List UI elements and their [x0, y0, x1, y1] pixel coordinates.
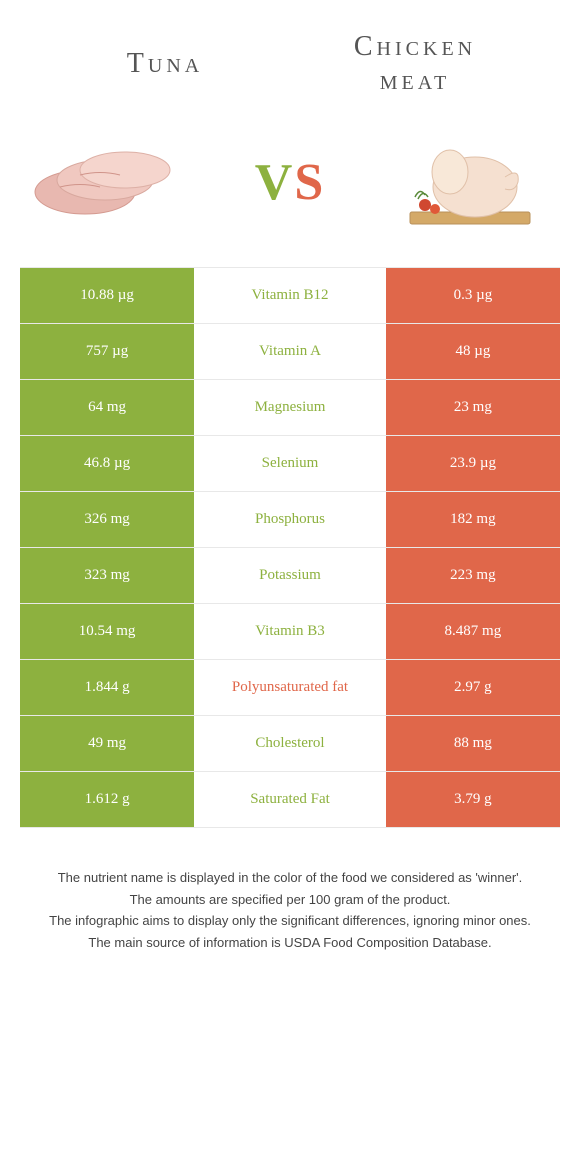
table-row: 1.612 gSaturated Fat3.79 g — [20, 772, 560, 828]
cell-nutrient-name: Saturated Fat — [194, 772, 386, 827]
cell-nutrient-name: Vitamin B3 — [194, 604, 386, 659]
images-row: VS — [0, 117, 580, 267]
cell-left-value: 323 mg — [20, 548, 194, 603]
vs-s: S — [294, 154, 325, 211]
cell-right-value: 23 mg — [386, 380, 560, 435]
cell-left-value: 10.54 mg — [20, 604, 194, 659]
tuna-image — [30, 127, 190, 237]
cell-left-value: 757 µg — [20, 324, 194, 379]
cell-right-value: 8.487 mg — [386, 604, 560, 659]
vs-label: VS — [255, 153, 325, 212]
chicken-image — [390, 127, 550, 237]
cell-nutrient-name: Vitamin B12 — [194, 268, 386, 323]
header: Tuna Chicken meat — [0, 0, 580, 117]
cell-left-value: 326 mg — [20, 492, 194, 547]
cell-right-value: 2.97 g — [386, 660, 560, 715]
cell-nutrient-name: Magnesium — [194, 380, 386, 435]
cell-left-value: 1.844 g — [20, 660, 194, 715]
table-row: 46.8 µgSelenium23.9 µg — [20, 436, 560, 492]
footnote-3: The infographic aims to display only the… — [30, 911, 550, 931]
cell-right-value: 48 µg — [386, 324, 560, 379]
cell-right-value: 23.9 µg — [386, 436, 560, 491]
cell-nutrient-name: Cholesterol — [194, 716, 386, 771]
cell-right-value: 0.3 µg — [386, 268, 560, 323]
table-row: 10.88 µgVitamin B120.3 µg — [20, 268, 560, 324]
cell-right-value: 3.79 g — [386, 772, 560, 827]
table-row: 326 mgPhosphorus182 mg — [20, 492, 560, 548]
cell-nutrient-name: Polyunsaturated fat — [194, 660, 386, 715]
chicken-icon — [390, 127, 550, 237]
footnote-2: The amounts are specified per 100 gram o… — [30, 890, 550, 910]
cell-left-value: 10.88 µg — [20, 268, 194, 323]
footnote-4: The main source of information is USDA F… — [30, 933, 550, 953]
tuna-icon — [30, 132, 190, 232]
cell-left-value: 49 mg — [20, 716, 194, 771]
cell-nutrient-name: Vitamin A — [194, 324, 386, 379]
cell-right-value: 88 mg — [386, 716, 560, 771]
title-right-line2: meat — [290, 64, 540, 98]
table-row: 757 µgVitamin A48 µg — [20, 324, 560, 380]
cell-right-value: 223 mg — [386, 548, 560, 603]
table-row: 1.844 gPolyunsaturated fat2.97 g — [20, 660, 560, 716]
table-row: 49 mgCholesterol88 mg — [20, 716, 560, 772]
table-row: 64 mgMagnesium23 mg — [20, 380, 560, 436]
title-right-line1: Chicken — [290, 30, 540, 64]
footnotes: The nutrient name is displayed in the co… — [0, 828, 580, 974]
title-left: Tuna — [40, 48, 290, 80]
nutrient-table: 10.88 µgVitamin B120.3 µg757 µgVitamin A… — [20, 267, 560, 828]
vs-v: V — [255, 154, 295, 211]
cell-nutrient-name: Selenium — [194, 436, 386, 491]
cell-right-value: 182 mg — [386, 492, 560, 547]
title-right: Chicken meat — [290, 30, 540, 97]
cell-nutrient-name: Potassium — [194, 548, 386, 603]
cell-nutrient-name: Phosphorus — [194, 492, 386, 547]
table-row: 10.54 mgVitamin B38.487 mg — [20, 604, 560, 660]
cell-left-value: 46.8 µg — [20, 436, 194, 491]
cell-left-value: 64 mg — [20, 380, 194, 435]
footnote-1: The nutrient name is displayed in the co… — [30, 868, 550, 888]
cell-left-value: 1.612 g — [20, 772, 194, 827]
table-row: 323 mgPotassium223 mg — [20, 548, 560, 604]
